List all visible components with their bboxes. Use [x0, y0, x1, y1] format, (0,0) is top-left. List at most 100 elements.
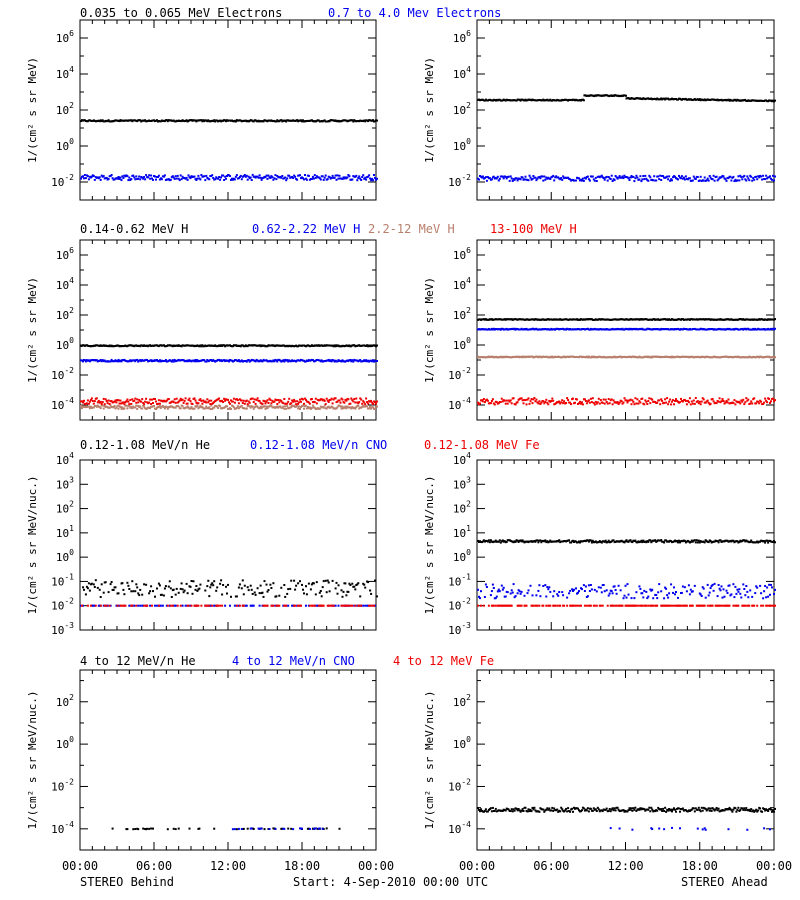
data-point: [707, 541, 710, 544]
data-point: [762, 403, 765, 405]
data-point: [570, 541, 573, 544]
data-point: [306, 406, 309, 408]
data-point: [503, 399, 506, 402]
data-point: [542, 400, 545, 403]
data-point: [715, 175, 718, 178]
data-point: [505, 399, 508, 402]
data-point: [611, 403, 614, 406]
data-point: [180, 178, 183, 181]
data-point: [496, 590, 499, 593]
data-point: [609, 178, 612, 180]
data-point: [241, 579, 244, 582]
data-point: [193, 397, 196, 400]
y-axis-label: 1/(cm² s sr MeV): [26, 57, 39, 163]
data-point: [491, 398, 494, 401]
data-point: [181, 398, 184, 401]
data-point: [254, 593, 257, 596]
data-point: [261, 402, 264, 405]
data-point: [626, 401, 629, 404]
data-point: [93, 586, 96, 588]
data-point: [295, 403, 298, 406]
data-point: [83, 399, 85, 402]
data-point: [484, 176, 487, 179]
data-point: [711, 178, 714, 181]
data-point: [129, 399, 132, 401]
data-point: [273, 360, 276, 363]
data-point: [361, 176, 364, 178]
data-point: [481, 400, 484, 403]
data-point: [640, 539, 643, 542]
y-tick-label: 103: [453, 475, 471, 491]
data-point: [230, 399, 232, 402]
data-point: [193, 407, 196, 410]
data-point: [557, 176, 560, 179]
data-point: [642, 596, 645, 599]
data-point: [331, 406, 334, 409]
data-point: [276, 360, 279, 363]
data-point: [120, 407, 123, 410]
data-point: [681, 177, 684, 180]
y-tick-label: 100: [453, 548, 471, 564]
data-point: [581, 401, 583, 404]
data-point: [712, 589, 715, 592]
data-point: [589, 397, 592, 400]
data-point: [119, 406, 122, 408]
data-point: [741, 178, 744, 181]
data-point: [590, 401, 593, 404]
y-tick-label: 10-1: [448, 572, 471, 588]
data-point: [611, 592, 614, 595]
data-point: [525, 403, 528, 406]
data-point: [164, 359, 167, 361]
data-point: [511, 591, 514, 594]
data-point: [751, 179, 754, 182]
data-point: [184, 397, 187, 400]
series-black: [80, 344, 378, 348]
data-point: [326, 178, 329, 181]
data-point: [493, 403, 496, 406]
data-point: [669, 179, 672, 182]
data-point: [490, 400, 493, 402]
data-point: [251, 593, 254, 595]
plot-frame: [476, 459, 775, 631]
data-point: [559, 178, 562, 181]
data-point: [261, 360, 264, 363]
data-point: [343, 401, 346, 404]
data-point: [584, 400, 587, 402]
data-point: [590, 541, 593, 544]
data-point: [154, 604, 156, 607]
data-point: [702, 398, 705, 401]
data-point: [574, 401, 576, 404]
data-point: [340, 360, 343, 363]
data-point: [638, 178, 641, 181]
data-point: [588, 179, 591, 182]
y-tick-label: 104: [453, 65, 471, 81]
data-point: [186, 592, 189, 595]
data-point: [617, 176, 620, 179]
data-point: [370, 407, 373, 410]
data-point: [211, 174, 214, 177]
data-point: [185, 176, 188, 179]
data-point: [121, 406, 124, 409]
data-point: [725, 399, 728, 402]
data-point: [140, 400, 143, 403]
data-point: [240, 178, 243, 181]
data-point: [266, 604, 269, 607]
data-point: [600, 541, 603, 544]
data-point: [341, 405, 344, 408]
data-point: [631, 541, 634, 544]
data-point: [693, 539, 696, 542]
data-point: [343, 406, 346, 409]
data-point: [339, 405, 342, 408]
data-point: [774, 99, 776, 102]
data-point: [569, 589, 572, 592]
data-point: [189, 177, 192, 180]
data-point: [366, 344, 369, 347]
data-point: [671, 179, 673, 182]
data-point: [85, 402, 88, 405]
data-point: [697, 402, 700, 405]
data-point: [747, 398, 750, 401]
data-point: [740, 176, 743, 179]
data-point: [299, 174, 301, 177]
data-point: [567, 399, 570, 401]
